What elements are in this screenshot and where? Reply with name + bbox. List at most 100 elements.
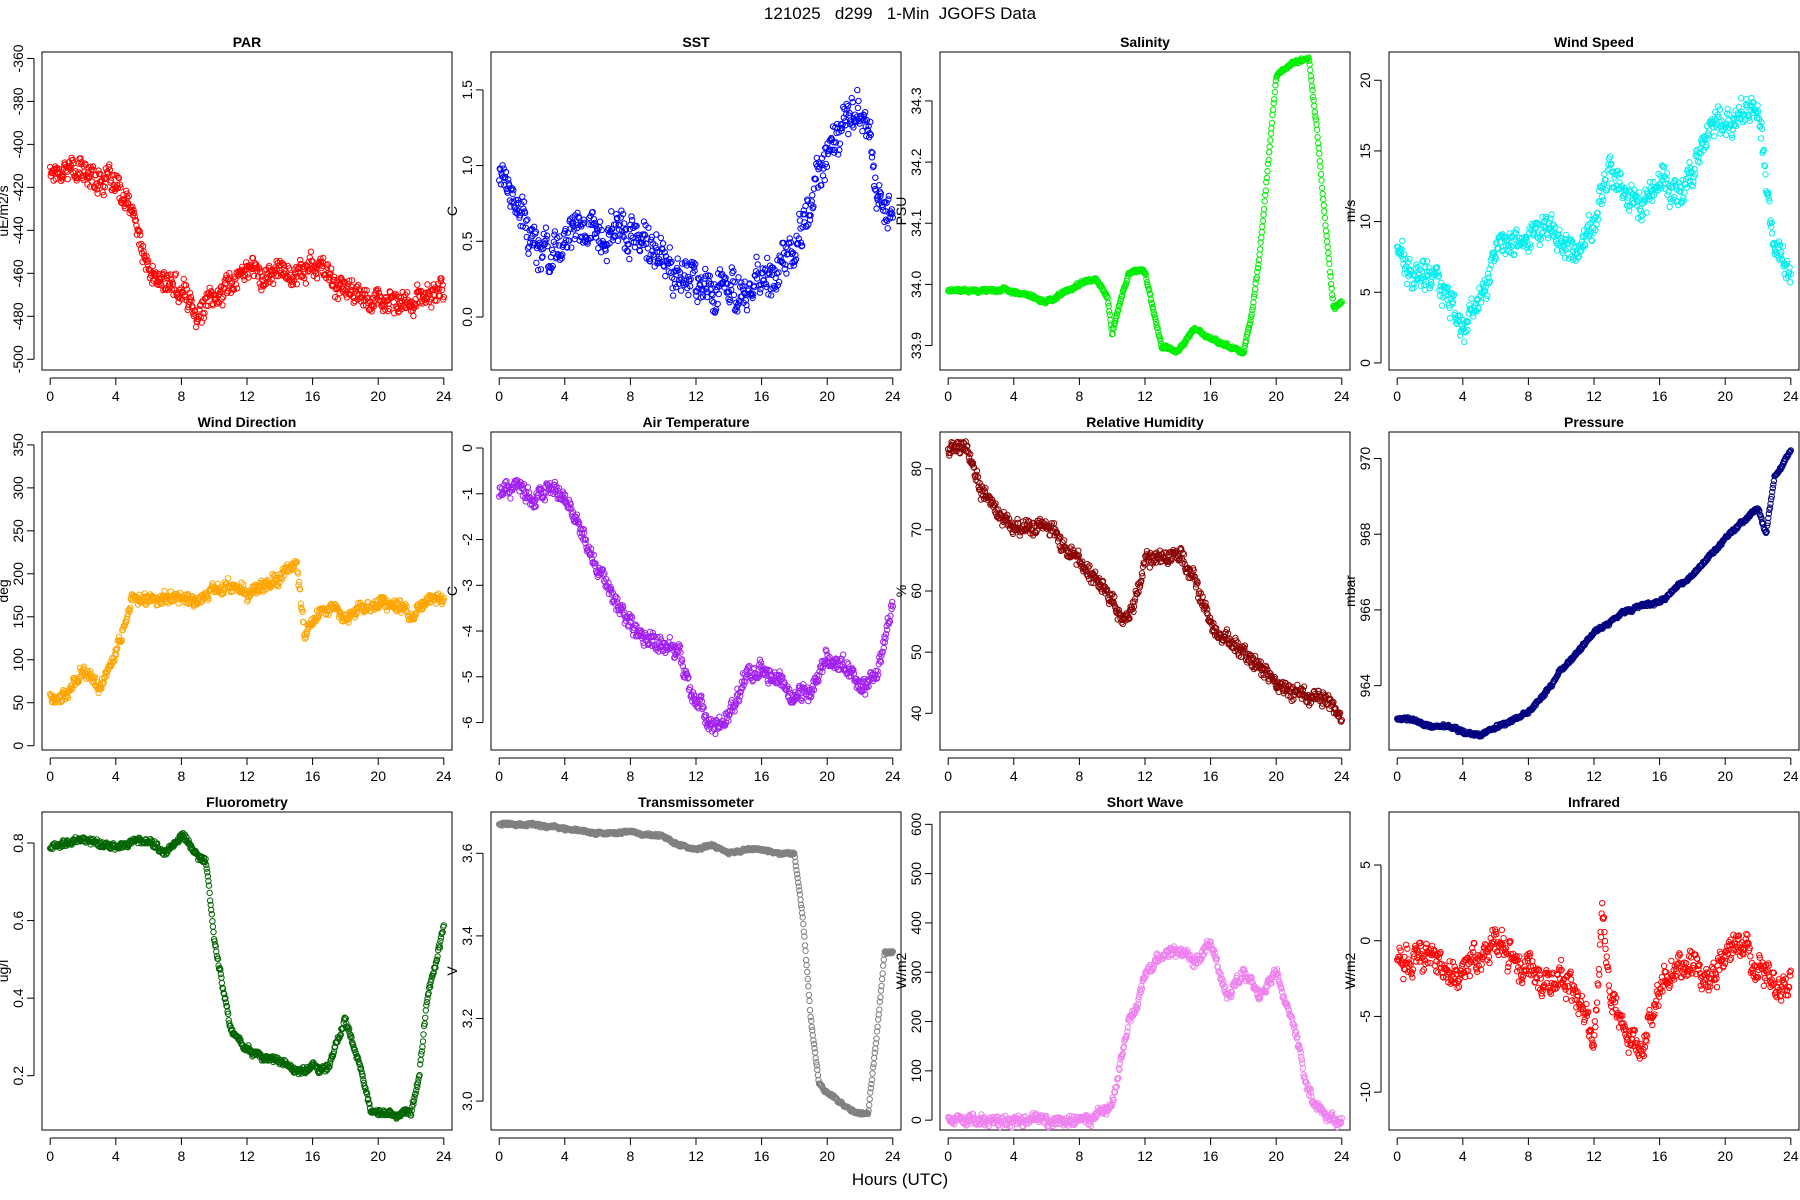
par-x-tick-label: 12	[239, 388, 255, 404]
sst-point	[633, 222, 640, 230]
salinity-point	[1262, 187, 1270, 194]
par-point	[130, 209, 138, 217]
salinity-point	[1115, 306, 1122, 314]
par-point	[101, 183, 109, 191]
salinity-series	[945, 54, 1346, 357]
sst-point	[634, 234, 641, 241]
sst-point	[832, 139, 840, 146]
sst-point	[519, 223, 526, 230]
par-point	[419, 300, 426, 307]
salinity-x-tick-label: 16	[1203, 388, 1219, 404]
par-point	[230, 286, 238, 293]
par-point	[293, 263, 300, 271]
air-temperature-x-tick-label: 4	[561, 768, 569, 784]
salinity-point	[1338, 298, 1345, 305]
salinity-point	[1257, 239, 1264, 246]
sst-point	[702, 265, 709, 273]
wind-speed-point	[1761, 162, 1769, 170]
wind-speed-point	[1547, 215, 1554, 222]
sst-point	[743, 307, 751, 314]
wind-speed-point	[1443, 285, 1451, 292]
sst-point	[533, 259, 540, 266]
wind-speed-point	[1449, 298, 1457, 306]
wind-speed-point	[1706, 127, 1713, 134]
wind-speed-point	[1600, 197, 1607, 204]
par-point	[140, 248, 147, 255]
salinity-x-tick-label: 0	[944, 388, 952, 404]
par-point	[191, 307, 199, 314]
sst-point	[609, 225, 616, 233]
salinity-point	[1317, 171, 1325, 178]
sst-point	[762, 265, 769, 272]
par-point	[145, 257, 152, 264]
salinity-point	[1262, 191, 1269, 199]
sst-point	[618, 207, 625, 214]
wind-speed-point	[1703, 141, 1710, 149]
par-point	[324, 261, 331, 268]
wind-speed-point	[1441, 283, 1449, 290]
wind-direction-x-tick-label: 0	[46, 768, 54, 784]
wind-speed-y-tick-label: 15	[1357, 143, 1373, 159]
wind-speed-point	[1758, 125, 1766, 133]
sst-point	[502, 168, 510, 176]
par-point	[136, 228, 143, 235]
sst-point	[614, 214, 621, 222]
sst-point	[774, 281, 782, 289]
par-point	[116, 181, 124, 188]
par-point	[89, 163, 97, 170]
wind-speed-point	[1537, 233, 1544, 240]
wind-speed-point	[1534, 220, 1542, 227]
par-point	[395, 309, 402, 316]
sst-point	[869, 149, 876, 157]
salinity-point	[1254, 264, 1262, 272]
wind-direction-y-tick-label: 100	[10, 648, 26, 672]
sst-point	[546, 268, 554, 276]
wind-speed-point	[1758, 119, 1765, 126]
air-temperature-y-tick-label: -4	[459, 625, 475, 638]
sst-point	[772, 274, 779, 281]
sst-point	[786, 235, 793, 242]
wind-speed-point	[1686, 177, 1694, 185]
sst-point	[844, 103, 851, 110]
sst-point	[821, 176, 828, 184]
air-temperature-x-tick-label: 8	[627, 768, 635, 784]
wind-speed-y-tick-label: 5	[1357, 288, 1373, 296]
par-point	[250, 272, 258, 280]
sst-point	[810, 203, 817, 210]
wind-speed-point	[1688, 181, 1695, 189]
par-point	[330, 273, 338, 280]
sst-point	[877, 192, 884, 200]
sst-point	[854, 86, 861, 94]
sst-point	[750, 291, 757, 298]
sst-point	[876, 182, 883, 189]
sst-point	[556, 256, 564, 263]
wind-direction-x-tick-label: 4	[112, 768, 120, 784]
wind-speed-point	[1490, 249, 1497, 256]
par-point	[433, 297, 440, 304]
sst-point	[792, 251, 799, 259]
salinity-point	[1106, 308, 1113, 315]
sst-point	[861, 116, 868, 124]
sst-point	[686, 283, 694, 290]
sst-point	[496, 177, 503, 184]
sst-point	[734, 308, 741, 315]
salinity-point	[1322, 222, 1329, 229]
sst-point	[775, 278, 783, 286]
salinity-point	[1269, 111, 1276, 119]
salinity-x-tick-label: 20	[1268, 388, 1284, 404]
wind-direction-y-tick-label: 50	[10, 695, 26, 711]
sst-y-tick-label: 0.5	[459, 231, 475, 251]
sst-point	[735, 274, 742, 281]
sst-point	[812, 176, 819, 183]
par-point	[233, 285, 241, 292]
sst-point	[775, 269, 782, 276]
sst-point	[616, 221, 623, 228]
wind-speed-point	[1696, 159, 1703, 166]
sst-point	[497, 181, 505, 188]
wind-speed-point	[1535, 221, 1543, 229]
wind-direction-series	[47, 558, 447, 706]
wind-speed-point	[1669, 183, 1676, 190]
par-point	[180, 275, 187, 283]
wind-speed-point	[1595, 216, 1602, 223]
air-temperature-point	[507, 495, 514, 502]
